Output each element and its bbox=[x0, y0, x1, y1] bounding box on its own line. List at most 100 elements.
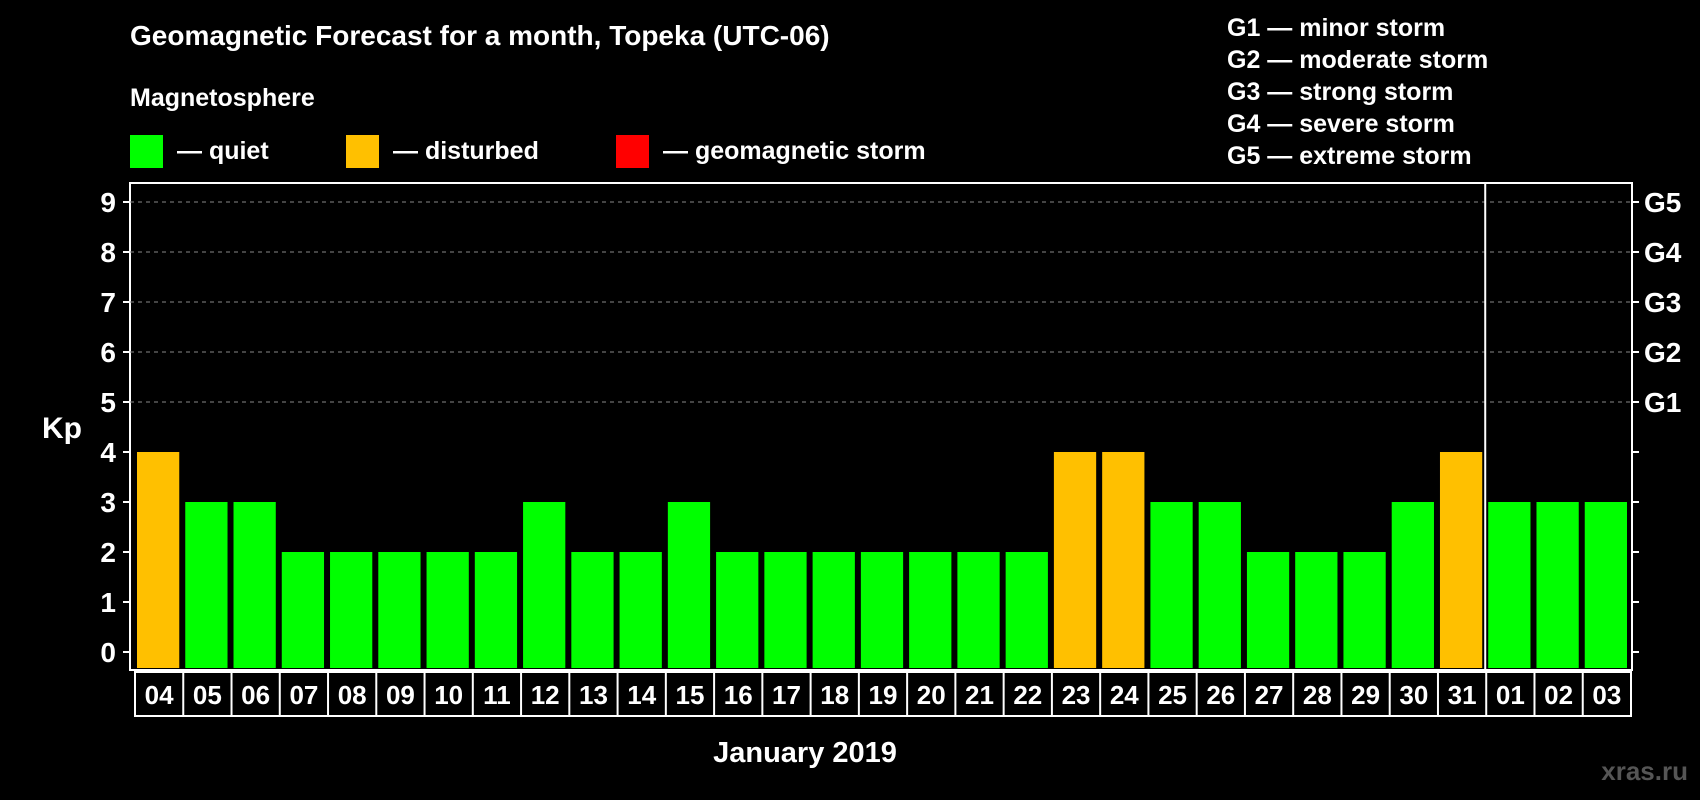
y-tick-label-7: 7 bbox=[100, 287, 116, 318]
storm-level-g5: G5 — extreme storm bbox=[1227, 142, 1472, 170]
x-tick-label-23: 23 bbox=[1062, 680, 1091, 710]
y-tick-label-2: 2 bbox=[100, 537, 116, 568]
bar-15 bbox=[667, 502, 711, 668]
bar-09 bbox=[378, 552, 421, 668]
bar-16 bbox=[716, 552, 759, 668]
storm-level-g3: G3 — strong storm bbox=[1227, 78, 1454, 106]
bar-06 bbox=[233, 502, 276, 668]
bar-10 bbox=[426, 552, 469, 668]
x-tick-label-03: 03 bbox=[1592, 680, 1621, 710]
bar-26 bbox=[1198, 502, 1241, 668]
y-tick-label-4: 4 bbox=[100, 437, 116, 468]
x-tick-label-15: 15 bbox=[676, 680, 705, 710]
x-tick-label-22: 22 bbox=[1013, 680, 1042, 710]
legend-disturbed-swatch bbox=[346, 134, 379, 168]
right-axis-label-g4: G4 bbox=[1644, 237, 1682, 268]
bar-20 bbox=[909, 552, 952, 668]
legend-quiet-swatch bbox=[130, 134, 163, 168]
x-tick-label-10: 10 bbox=[434, 680, 463, 710]
x-tick-label-01: 01 bbox=[1496, 680, 1525, 710]
y-tick-label-0: 0 bbox=[100, 637, 116, 668]
bar-19 bbox=[860, 552, 904, 668]
x-tick-label-13: 13 bbox=[579, 680, 608, 710]
x-tick-label-11: 11 bbox=[483, 680, 511, 710]
legend-storm-label: — geomagnetic storm bbox=[663, 136, 926, 165]
bar-25 bbox=[1150, 502, 1193, 668]
bar-31 bbox=[1439, 452, 1483, 668]
storm-level-list: G1 — minor storm G2 — moderate storm G3 … bbox=[1227, 12, 1488, 172]
x-tick-label-02: 02 bbox=[1544, 680, 1573, 710]
legend-quiet-label: — quiet bbox=[177, 136, 269, 165]
x-tick-label-09: 09 bbox=[386, 680, 415, 710]
legend-disturbed: — disturbed bbox=[346, 134, 539, 168]
y-tick-label-1: 1 bbox=[100, 587, 116, 618]
bar-17 bbox=[764, 552, 807, 668]
x-tick-label-12: 12 bbox=[531, 680, 560, 710]
bar-07 bbox=[281, 552, 325, 668]
bar-22 bbox=[1005, 552, 1048, 668]
x-tick-label-21: 21 bbox=[965, 680, 994, 710]
bar-13 bbox=[571, 552, 614, 668]
watermark: xras.ru bbox=[1601, 756, 1688, 786]
bar-11 bbox=[474, 552, 518, 668]
y-axis-label: Kp bbox=[42, 412, 82, 445]
bar-03 bbox=[1584, 502, 1627, 668]
x-tick-label-07: 07 bbox=[289, 680, 318, 710]
x-tick-label-31: 31 bbox=[1448, 680, 1477, 710]
x-tick-label-18: 18 bbox=[820, 680, 849, 710]
right-axis-label-g3: G3 bbox=[1644, 287, 1681, 318]
x-axis-label: January 2019 bbox=[713, 737, 897, 769]
bar-12 bbox=[523, 502, 566, 668]
legend-storm-swatch bbox=[616, 134, 649, 168]
right-axis-label-g2: G2 bbox=[1644, 337, 1681, 368]
bar-24 bbox=[1102, 452, 1145, 668]
legend-disturbed-label: — disturbed bbox=[393, 136, 539, 165]
bar-23 bbox=[1053, 452, 1097, 668]
legend-quiet: — quiet bbox=[130, 134, 269, 168]
storm-level-g1: G1 — minor storm bbox=[1227, 14, 1446, 42]
bar-14 bbox=[619, 552, 662, 668]
x-tick-label-29: 29 bbox=[1351, 680, 1380, 710]
bar-18 bbox=[812, 552, 855, 668]
x-tick-label-24: 24 bbox=[1110, 680, 1139, 710]
bar-04 bbox=[137, 452, 180, 668]
x-tick-label-05: 05 bbox=[193, 680, 222, 710]
bar-02 bbox=[1536, 502, 1579, 668]
x-tick-label-25: 25 bbox=[1158, 680, 1187, 710]
chart-title: Geomagnetic Forecast for a month, Topeka… bbox=[130, 20, 830, 51]
y-tick-label-9: 9 bbox=[100, 187, 116, 218]
bar-08 bbox=[330, 552, 373, 668]
x-tick-label-14: 14 bbox=[627, 680, 656, 710]
y-tick-label-5: 5 bbox=[100, 387, 116, 418]
x-tick-label-17: 17 bbox=[772, 680, 801, 710]
x-tick-label-08: 08 bbox=[338, 680, 367, 710]
y-tick-label-3: 3 bbox=[100, 487, 116, 518]
x-tick-label-27: 27 bbox=[1255, 680, 1284, 710]
legend-storm: — geomagnetic storm bbox=[616, 134, 926, 168]
right-axis-label-g1: G1 bbox=[1644, 387, 1681, 418]
plot-frame bbox=[129, 182, 1633, 671]
bar-29 bbox=[1343, 552, 1386, 668]
x-tick-label-26: 26 bbox=[1206, 680, 1235, 710]
x-tick-label-28: 28 bbox=[1303, 680, 1332, 710]
bar-27 bbox=[1246, 552, 1290, 668]
x-tick-label-30: 30 bbox=[1399, 680, 1428, 710]
bar-05 bbox=[185, 502, 228, 668]
legend-heading: Magnetosphere bbox=[130, 84, 315, 112]
bar-21 bbox=[957, 552, 1000, 668]
bar-28 bbox=[1295, 552, 1338, 668]
y-tick-label-6: 6 bbox=[100, 337, 116, 368]
bar-01 bbox=[1488, 502, 1531, 668]
x-tick-label-20: 20 bbox=[917, 680, 946, 710]
bar-30 bbox=[1391, 502, 1434, 668]
x-axis-label-box bbox=[134, 671, 1632, 717]
x-tick-label-06: 06 bbox=[241, 680, 270, 710]
x-tick-label-16: 16 bbox=[724, 680, 753, 710]
right-axis-label-g5: G5 bbox=[1644, 187, 1681, 218]
storm-level-g2: G2 — moderate storm bbox=[1227, 46, 1489, 74]
y-tick-label-8: 8 bbox=[100, 237, 116, 268]
x-tick-label-04: 04 bbox=[145, 680, 174, 710]
x-tick-label-19: 19 bbox=[869, 680, 898, 710]
storm-level-g4: G4 — severe storm bbox=[1227, 110, 1455, 138]
